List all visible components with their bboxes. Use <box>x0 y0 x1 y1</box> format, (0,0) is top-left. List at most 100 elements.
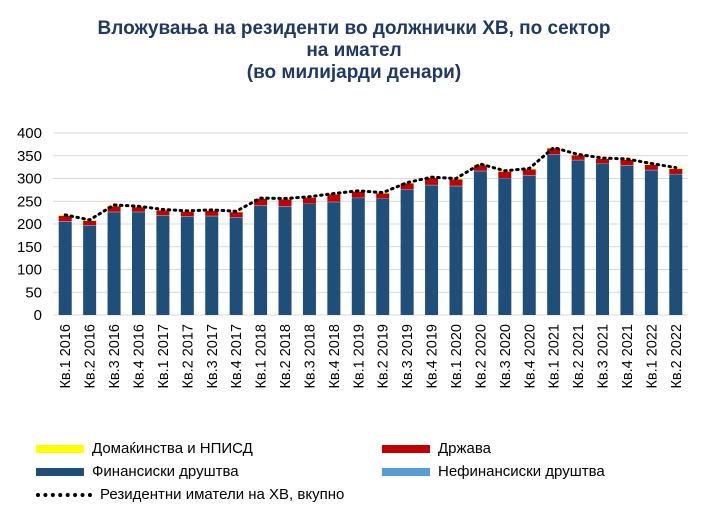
x-tick-label: Кв.2 2019 <box>376 324 392 389</box>
bar-segment <box>596 158 610 164</box>
y-tick-label: 200 <box>17 216 42 233</box>
bar-segment <box>229 212 243 218</box>
chart-title: Вложувања на резиденти во должнички ХВ, … <box>0 18 708 84</box>
x-tick-label: Кв.4 2017 <box>229 324 245 389</box>
y-tick-label: 150 <box>17 239 42 256</box>
y-axis-ticks: 0 50 100 150 200 250 300 350 400 <box>17 125 42 324</box>
legend-item-state: Држава <box>382 440 491 457</box>
bars <box>58 147 683 315</box>
x-tick-label: Кв.4 2021 <box>620 324 636 389</box>
legend-swatch-state <box>382 444 430 453</box>
legend-label-households: Домаќинства и НПИСД <box>92 440 253 457</box>
legend-label-state: Држава <box>438 440 492 457</box>
bar-segment <box>547 154 561 315</box>
bar-segment <box>473 165 487 171</box>
y-tick-label: 50 <box>25 284 42 301</box>
total-line <box>63 145 678 222</box>
bar-segment <box>156 215 170 315</box>
bar-segment <box>498 178 512 315</box>
bar-segment <box>83 225 97 315</box>
bar-segment <box>254 205 268 315</box>
legend-item-financial: Финансиски друштва <box>36 463 239 480</box>
bar-segment <box>351 198 365 315</box>
bar-segment <box>327 202 341 315</box>
x-tick-label: Кв.3 2019 <box>400 324 416 389</box>
bar-segment <box>522 169 536 176</box>
y-tick-label: 350 <box>17 148 42 165</box>
x-tick-label: Кв.4 2018 <box>327 324 343 389</box>
bar-segment <box>425 178 439 185</box>
x-tick-label: Кв.4 2019 <box>425 324 441 389</box>
bar-segment <box>180 211 194 217</box>
bar-segment <box>58 221 72 315</box>
bar-segment <box>669 174 683 315</box>
x-tick-label: Кв.1 2022 <box>644 324 660 389</box>
gridlines <box>53 132 688 316</box>
bar-segment <box>400 189 414 315</box>
bar-segment <box>131 212 145 315</box>
y-tick-label: 0 <box>34 307 42 324</box>
legend-item-nonfinancial: Нефинансиски друштва <box>382 463 605 480</box>
x-tick-label: Кв.1 2018 <box>254 324 270 389</box>
bar-segment <box>522 175 536 315</box>
bar-segment <box>83 220 97 226</box>
bar-segment <box>107 206 121 212</box>
x-tick-label: Кв.2 2018 <box>278 324 294 389</box>
bar-segment <box>156 210 170 216</box>
legend-dotted-line <box>36 492 92 497</box>
bar-segment <box>571 154 585 156</box>
bar-segment <box>498 171 512 179</box>
x-tick-label: Кв.1 2020 <box>449 324 465 389</box>
x-tick-label: Кв.4 2016 <box>131 324 147 389</box>
bar-segment <box>205 210 219 216</box>
x-axis-labels: Кв.1 2016 Кв.2 2016 Кв.3 2016 Кв.4 2016 Кв.1… <box>58 324 685 389</box>
bar-segment <box>278 206 292 315</box>
x-tick-label: Кв.2 2017 <box>180 324 196 389</box>
legend-label-nonfinancial: Нефинансиски друштва <box>438 463 605 480</box>
bar-segment <box>302 203 316 315</box>
legend-label-total: Резидентни иматели на ХВ, вкупно <box>100 486 345 503</box>
bar-segment <box>473 171 487 315</box>
x-tick-label: Кв.1 2019 <box>351 324 367 389</box>
y-tick-label: 300 <box>17 171 42 188</box>
x-tick-label: Кв.3 2021 <box>596 324 612 389</box>
legend-swatch-financial <box>36 467 84 476</box>
x-tick-label: Кв.3 2017 <box>205 324 221 389</box>
bar-segment <box>620 159 634 166</box>
bar-segment <box>376 193 390 199</box>
x-tick-label: Кв.1 2017 <box>156 324 172 389</box>
bar-segment <box>254 198 268 206</box>
chart-title-line-3: (во милијарди денари) <box>246 62 462 83</box>
bar-segment <box>571 155 585 160</box>
bar-segment <box>425 185 439 315</box>
x-tick-label: Кв.3 2020 <box>498 324 514 389</box>
y-tick-label: 250 <box>17 193 42 210</box>
bar-segment <box>571 160 585 315</box>
legend-swatch-nonfinancial <box>382 467 430 476</box>
bar-segment <box>620 165 634 315</box>
x-tick-label: Кв.2 2020 <box>473 324 489 389</box>
bar-segment <box>58 215 72 222</box>
bar-segment <box>644 170 658 315</box>
chart-title-line-1: Вложувања на резиденти во должнички ХВ, … <box>97 18 611 39</box>
bar-segment <box>376 198 390 315</box>
bar-segment <box>449 179 463 186</box>
x-tick-label: Кв.2 2021 <box>571 324 587 389</box>
bar-segment <box>400 183 414 190</box>
bar-segment <box>278 199 292 207</box>
x-tick-label: Кв.1 2016 <box>58 324 74 389</box>
y-tick-label: 100 <box>17 262 42 279</box>
legend-label-financial: Финансиски друштва <box>92 463 239 480</box>
legend-swatch-households <box>36 444 84 453</box>
chart-title-line-2: на имател <box>306 40 402 61</box>
x-tick-label: Кв.2 2016 <box>83 324 99 389</box>
bar-segment <box>596 163 610 315</box>
x-tick-label: Кв.1 2021 <box>547 324 563 389</box>
bar-segment <box>180 216 194 315</box>
legend-item-total: Резидентни иматели на ХВ, вкупно <box>36 486 344 503</box>
bar-segment <box>302 197 316 204</box>
bar-segment <box>449 186 463 315</box>
x-tick-label: Кв.4 2020 <box>522 324 538 389</box>
bar-segment <box>669 168 683 174</box>
